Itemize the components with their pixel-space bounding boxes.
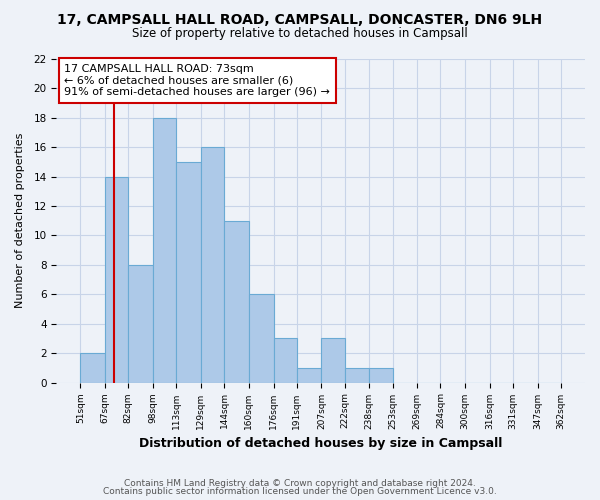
Text: Contains public sector information licensed under the Open Government Licence v3: Contains public sector information licen… xyxy=(103,487,497,496)
Bar xyxy=(128,265,153,382)
Bar xyxy=(370,368,392,382)
Bar xyxy=(249,294,274,382)
Y-axis label: Number of detached properties: Number of detached properties xyxy=(15,133,25,308)
Bar xyxy=(224,221,249,382)
X-axis label: Distribution of detached houses by size in Campsall: Distribution of detached houses by size … xyxy=(139,437,502,450)
Bar xyxy=(153,118,176,382)
Bar xyxy=(296,368,322,382)
Bar xyxy=(201,147,224,382)
Bar xyxy=(105,176,128,382)
Bar xyxy=(344,368,370,382)
Text: Size of property relative to detached houses in Campsall: Size of property relative to detached ho… xyxy=(132,28,468,40)
Text: 17, CAMPSALL HALL ROAD, CAMPSALL, DONCASTER, DN6 9LH: 17, CAMPSALL HALL ROAD, CAMPSALL, DONCAS… xyxy=(58,12,542,26)
Text: 17 CAMPSALL HALL ROAD: 73sqm
← 6% of detached houses are smaller (6)
91% of semi: 17 CAMPSALL HALL ROAD: 73sqm ← 6% of det… xyxy=(64,64,330,97)
Bar xyxy=(274,338,296,382)
Text: Contains HM Land Registry data © Crown copyright and database right 2024.: Contains HM Land Registry data © Crown c… xyxy=(124,478,476,488)
Bar xyxy=(176,162,201,382)
Bar xyxy=(322,338,344,382)
Bar xyxy=(80,353,105,382)
